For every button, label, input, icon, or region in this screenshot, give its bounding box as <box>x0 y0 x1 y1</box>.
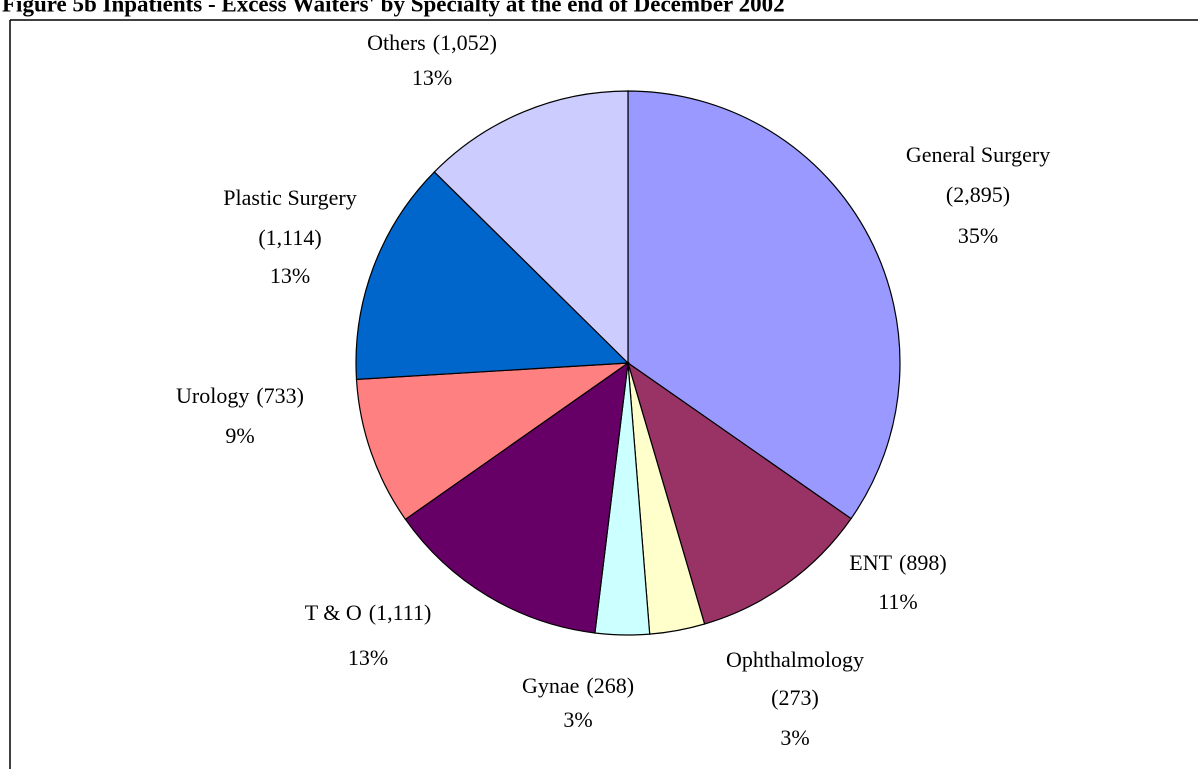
value-label: (1,111) <box>369 600 432 625</box>
value-label: (268) <box>586 673 634 698</box>
pie-slice <box>433 90 629 365</box>
slice-label: 13% <box>412 65 452 90</box>
slice-label: General Surgery <box>906 142 1050 167</box>
percent-label: 3% <box>780 725 809 750</box>
category-label: Gynae <box>522 673 579 698</box>
category-label: Plastic Surgery <box>223 185 356 210</box>
slice-label: (273) <box>771 685 819 710</box>
value-label: (2,895) <box>946 182 1010 207</box>
slice-label: Others (1,052) <box>367 30 497 55</box>
category-label: Urology <box>176 383 249 408</box>
slice-label: 35% <box>958 223 998 248</box>
slice-label: 9% <box>225 423 254 448</box>
slice-label: (2,895) <box>946 182 1010 207</box>
pie-slice <box>355 171 630 381</box>
slice-label: 13% <box>270 263 310 288</box>
slice-label: 3% <box>780 725 809 750</box>
category-label: T & O <box>305 600 362 625</box>
value-label: (898) <box>899 550 947 575</box>
value-label: (1,052) <box>433 30 497 55</box>
value-label: (1,114) <box>258 225 321 250</box>
slice-label: (1,114) <box>258 225 321 250</box>
slice-label: Ophthalmology <box>726 647 864 672</box>
percent-label: 9% <box>225 423 254 448</box>
category-label: Others <box>367 30 426 55</box>
pie-slice <box>627 90 901 520</box>
value-label: (273) <box>771 685 819 710</box>
slice-label: ENT (898) <box>849 550 946 575</box>
percent-label: 11% <box>878 589 918 614</box>
category-label: ENT <box>849 550 892 575</box>
slice-label: 13% <box>348 645 388 670</box>
slice-label: T & O (1,111) <box>305 600 432 625</box>
pie-slice <box>626 361 852 625</box>
slice-label: 11% <box>878 589 918 614</box>
slice-label: Urology (733) <box>176 383 304 408</box>
percent-label: 13% <box>412 65 452 90</box>
slice-label: Plastic Surgery <box>223 185 356 210</box>
percent-label: 3% <box>563 707 592 732</box>
chart-title: Figure 5b Inpatients - Excess Waiters' b… <box>2 0 785 16</box>
slice-label: Gynae (268) <box>522 673 634 698</box>
pie-slice <box>355 362 631 521</box>
percent-label: 13% <box>270 263 310 288</box>
percent-label: 13% <box>348 645 388 670</box>
slice-label: 3% <box>563 707 592 732</box>
percent-label: 35% <box>958 223 998 248</box>
pie-slice <box>404 361 629 634</box>
category-label: Ophthalmology <box>726 647 864 672</box>
value-label: (733) <box>256 383 304 408</box>
category-label: General Surgery <box>906 142 1050 167</box>
